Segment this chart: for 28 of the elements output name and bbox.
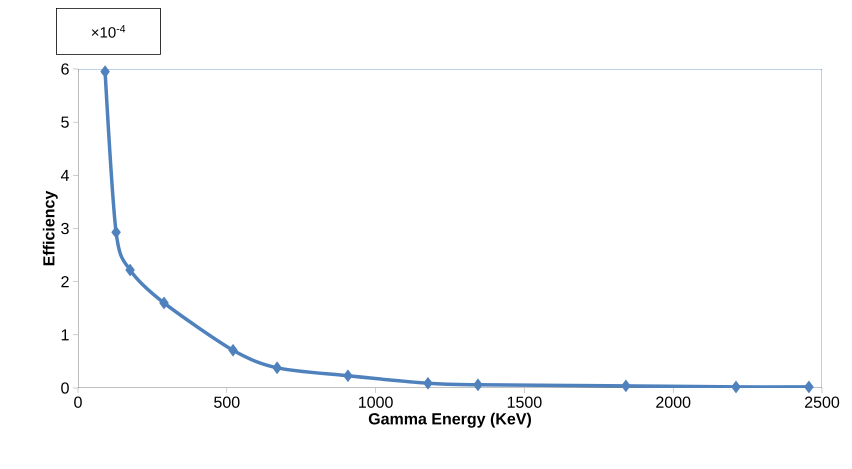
text: ×10$^{-4}$ <box>92 25 126 38</box>
y-tick-label: 0 <box>61 382 69 394</box>
y-axis-title: Efficiency <box>42 190 58 266</box>
x-tick-label: 500 <box>214 396 240 408</box>
x-tick-label: 2500 <box>805 396 840 408</box>
y-tick-label: 4 <box>60 170 69 181</box>
point <box>621 380 631 392</box>
point <box>228 344 238 356</box>
point <box>423 376 433 390</box>
y-tick-label: 5 <box>61 116 69 128</box>
y-tick-label: 6 <box>61 63 69 75</box>
point <box>804 380 814 394</box>
point <box>272 362 282 374</box>
x-tick-label: 1000 <box>359 396 393 408</box>
x-tick-label: 1500 <box>508 396 542 408</box>
point <box>159 296 169 310</box>
y-tick-label: 1 <box>62 329 69 340</box>
point <box>111 226 121 238</box>
x-axis-title: Gamma Energy (KeV) <box>368 412 531 428</box>
point <box>343 370 353 382</box>
point <box>473 378 483 392</box>
point <box>100 65 110 78</box>
point <box>731 380 741 394</box>
point <box>125 264 135 276</box>
y-tick-label: 3 <box>61 222 69 234</box>
y-tick-label: 2 <box>61 276 69 288</box>
x-tick-label: 0 <box>74 396 82 408</box>
x-tick-label: 2000 <box>656 396 690 408</box>
